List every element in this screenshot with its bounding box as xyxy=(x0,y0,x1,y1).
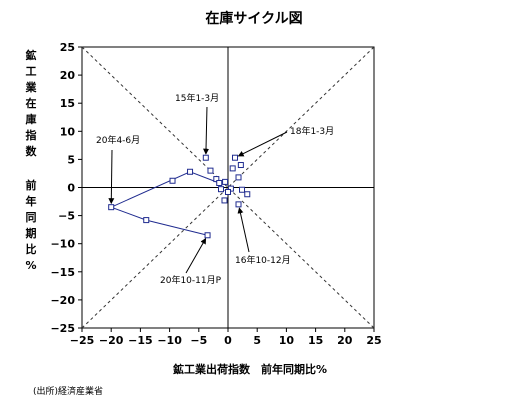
y-axis-label-char: 前 xyxy=(25,179,37,192)
data-point xyxy=(217,186,224,193)
x-tick-label: −10 xyxy=(157,334,182,347)
x-tick-label: 5 xyxy=(253,334,261,347)
y-tick-label: −20 xyxy=(50,294,75,307)
y-axis-label-char: 数 xyxy=(25,145,37,158)
y-tick-label: −5 xyxy=(58,210,75,223)
y-axis-label-char: 業 xyxy=(25,81,37,94)
source-note: (出所)経済産業省 xyxy=(33,387,104,397)
annotation-label: 16年10-12月 xyxy=(235,254,291,266)
annotation-arrow xyxy=(108,149,115,205)
data-point xyxy=(235,201,242,208)
y-tick-label: −10 xyxy=(50,238,75,251)
data-point xyxy=(202,154,209,161)
diagonal-guide-rising xyxy=(81,46,375,329)
data-point xyxy=(207,167,214,174)
data-point xyxy=(235,174,242,181)
y-tick-label: −15 xyxy=(50,266,75,279)
diagonal-guide-falling xyxy=(81,46,375,329)
y-axis-label-char: 鉱 xyxy=(25,49,37,62)
data-point xyxy=(169,177,176,184)
annotation-label: 18年1-3月 xyxy=(290,125,334,137)
y-axis-label-char: 工 xyxy=(25,65,37,78)
data-point xyxy=(239,186,246,193)
x-tick-label: 0 xyxy=(224,334,232,347)
x-axis-label: 鉱工業出荷指数 前年同期比% xyxy=(172,363,328,376)
annotation-label: 20年4-6月 xyxy=(96,134,140,146)
annotation-label: 20年10-11月P xyxy=(160,274,222,286)
y-tick-label: 0 xyxy=(67,182,75,195)
data-point xyxy=(237,162,244,169)
y-axis-label-char: % xyxy=(25,259,37,272)
y-axis-label-char: 在 xyxy=(25,97,37,110)
data-point xyxy=(143,217,150,224)
x-tick-label: 20 xyxy=(337,334,353,347)
x-tick-label: −5 xyxy=(190,334,207,347)
data-point xyxy=(244,191,251,198)
data-point xyxy=(232,154,239,161)
x-tick-label: −25 xyxy=(70,334,95,347)
y-axis-label-char: 指 xyxy=(25,129,37,142)
y-axis-label-char: 比 xyxy=(25,243,37,256)
annotation-arrow xyxy=(237,207,250,253)
x-tick-label: −20 xyxy=(99,334,124,347)
data-point xyxy=(222,178,229,185)
y-axis-label-char: 庫 xyxy=(25,113,37,126)
annotation-arrow xyxy=(185,237,207,274)
data-point xyxy=(187,168,194,175)
chart-title: 在庫サイクル図 xyxy=(205,11,303,27)
data-point xyxy=(108,204,115,211)
y-tick-label: 15 xyxy=(60,97,75,110)
y-tick-label: 5 xyxy=(67,153,75,166)
data-point xyxy=(221,197,228,204)
x-tick-label: 15 xyxy=(308,334,323,347)
data-point xyxy=(229,165,236,172)
y-axis-label-char: 年 xyxy=(25,195,37,208)
y-tick-label: −25 xyxy=(50,322,75,335)
y-axis-label-char: 期 xyxy=(25,227,37,240)
y-tick-label: 20 xyxy=(60,69,76,82)
annotation-label: 15年1-3月 xyxy=(175,92,219,104)
data-point xyxy=(225,188,231,195)
y-tick-label: 25 xyxy=(60,41,75,54)
y-axis-label-char: 同 xyxy=(25,211,37,224)
data-point xyxy=(216,180,223,187)
annotation-arrow xyxy=(203,106,210,155)
x-tick-label: −15 xyxy=(128,334,153,347)
series-line xyxy=(109,171,220,236)
x-tick-label: 10 xyxy=(279,334,295,347)
x-tick-label: 25 xyxy=(366,334,381,347)
y-tick-label: 10 xyxy=(60,125,76,138)
y-axis-label: 鉱工業在庫指数前年同期比% xyxy=(22,48,40,274)
data-point xyxy=(204,232,211,239)
annotation-arrow xyxy=(237,131,288,157)
